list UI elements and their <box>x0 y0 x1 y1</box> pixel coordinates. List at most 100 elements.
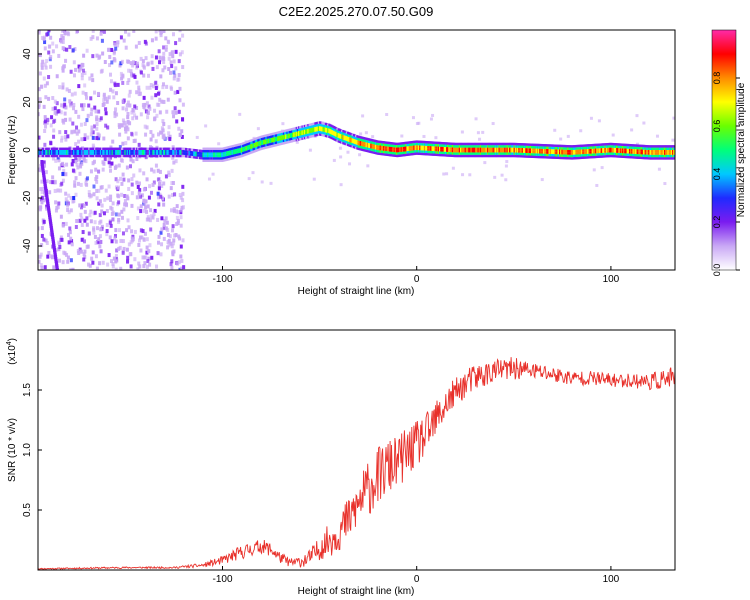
spectrogram-ridge-cell <box>214 152 217 155</box>
spectrogram-ridge-cell <box>635 156 638 159</box>
spectrogram-ridge-cell <box>265 139 268 142</box>
spectrogram-noise-cell <box>181 198 185 203</box>
spectrogram-noise-cell <box>195 135 199 139</box>
spectrogram-ridge-cell <box>101 154 104 158</box>
spectrogram-ridge-cell <box>267 138 270 141</box>
spectrogram-ridge-cell <box>159 154 162 158</box>
spectrogram-ridge-cell <box>223 151 226 155</box>
spectrogram-ridge-cell <box>556 151 559 155</box>
spectrogram-ridge-cell <box>593 146 596 149</box>
spectrogram-ridge-cell <box>277 133 280 137</box>
spectrogram-ridge-cell <box>194 151 197 154</box>
spectrogram-noise-cell <box>165 220 169 225</box>
spectrogram-ridge-cell <box>342 141 345 145</box>
spectrogram-ridge-cell <box>124 152 127 155</box>
spectrogram-ridge-cell <box>458 150 461 153</box>
spectrogram-ridge-cell <box>256 146 259 150</box>
spectrogram-noise-cell <box>126 255 130 260</box>
spectrogram-ridge-cell <box>497 150 500 153</box>
spectrogram-ridge-cell <box>217 152 220 155</box>
spectrogram-ridge-cell <box>498 147 501 150</box>
spectrogram-noise-cell <box>178 267 182 270</box>
spectrogram-ridge-cell <box>186 150 189 153</box>
spectrogram-noise-cell <box>147 195 151 200</box>
spectrogram-ridge-cell <box>266 136 269 139</box>
spectrogram-ridge-cell <box>609 150 612 153</box>
spectrogram-ridge-cell <box>344 140 347 143</box>
spectrogram-ridge-cell <box>380 145 383 149</box>
spectrogram-ridge-cell <box>614 145 617 148</box>
spectrogram-ridge-cell <box>209 152 212 155</box>
spectrogram-ridge-cell <box>57 152 60 155</box>
spectrogram-ridge-cell <box>429 146 432 149</box>
spectrogram-noise-cell <box>46 117 50 122</box>
spectrogram-noise-cell <box>43 115 47 120</box>
spectrogram-ridge-cell <box>351 135 354 139</box>
spectrogram-ridge-cell <box>217 157 220 160</box>
spectrogram-ridge-cell <box>146 154 149 158</box>
spectrogram-noise-cell <box>121 239 125 244</box>
spectrogram-ridge-cell <box>246 147 249 151</box>
spectrogram-ridge-cell <box>201 149 204 153</box>
spectrogram-ridge-cell <box>88 152 91 155</box>
spectrogram-ridge-cell <box>420 140 423 144</box>
spectrogram-ridge-cell <box>195 149 198 152</box>
spectrogram-noise-cell <box>170 208 174 213</box>
spectrogram-noise-cell <box>657 167 661 171</box>
spectrogram-ridge-cell <box>310 135 313 138</box>
spectrogram-ridge-cell <box>194 156 197 159</box>
spectrogram-noise-cell <box>135 80 139 85</box>
spectrogram-ridge-cell <box>574 149 577 153</box>
spectrogram-noise-cell <box>116 101 120 106</box>
spectrogram-ridge-cell <box>384 141 387 144</box>
spectrogram-ridge-cell <box>525 143 528 146</box>
spectrogram-noise-cell <box>49 64 53 69</box>
spectrogram-ridge-cell <box>122 152 125 155</box>
spectrogram-noise-cell <box>163 65 167 70</box>
spectrogram-noise-cell <box>111 210 115 215</box>
spectrogram-ridge-cell <box>563 147 566 150</box>
spectrogram-ridge-cell <box>352 136 355 139</box>
spectrogram-ridge-cell <box>118 150 121 153</box>
spectrogram-ridge-cell <box>127 152 130 155</box>
spectrogram-noise-cell <box>78 203 82 208</box>
spectrogram-noise-cell <box>174 41 178 46</box>
spectrogram-noise-cell <box>156 168 160 173</box>
spectrogram-ridge-cell <box>246 145 249 148</box>
spectrogram-ridge-cell <box>501 142 504 146</box>
spectrogram-ridge-cell <box>522 152 525 156</box>
spectrogram-ridge-cell <box>365 149 368 153</box>
spectrogram-ridge-cell <box>395 145 398 148</box>
spectrogram-noise-cell <box>504 178 508 182</box>
spectrogram-ridge-cell <box>660 145 663 148</box>
spectrogram-noise-cell <box>66 134 70 139</box>
spectrogram-ridge-cell <box>177 154 180 158</box>
spectrogram-noise-cell <box>105 96 109 101</box>
spectrogram-ridge-cell <box>218 159 221 162</box>
spectrogram-ridge-cell <box>667 157 670 160</box>
spectrogram-ridge-cell <box>212 147 215 150</box>
spectrogram-ridge-cell <box>519 143 522 146</box>
spectrogram-noise-cell <box>158 179 162 184</box>
spectrogram-ridge-cell <box>359 138 362 141</box>
spectrogram-ridge-cell <box>281 137 284 140</box>
spectrogram-noise-cell <box>103 60 107 65</box>
spectrogram-ridge-cell <box>581 151 584 155</box>
spectrogram-ridge-cell <box>471 152 474 155</box>
spectrogram-noise-cell <box>179 195 183 200</box>
spectrogram-ridge-cell <box>520 147 523 151</box>
spectrogram-ridge-cell <box>475 150 478 153</box>
spectrogram-ridge-cell <box>350 137 353 141</box>
spectrogram-ridge-cell <box>645 149 648 153</box>
colorbar-gradient <box>711 29 737 271</box>
spectrogram-ridge-cell <box>562 149 565 153</box>
spectrogram-noise-cell <box>78 171 82 176</box>
spectrogram-noise-cell <box>136 267 140 270</box>
spectrogram-ridge-cell <box>183 152 186 155</box>
spectrogram-noise-cell <box>434 136 438 140</box>
spectrogram-ridge-cell <box>645 154 648 157</box>
spectrogram-ridge-cell <box>155 152 158 155</box>
snr-y-ticks: 0.51.01.5 <box>22 383 42 517</box>
spectrogram-ridge-cell <box>363 139 366 142</box>
spectrogram-ridge-cell <box>353 143 356 147</box>
